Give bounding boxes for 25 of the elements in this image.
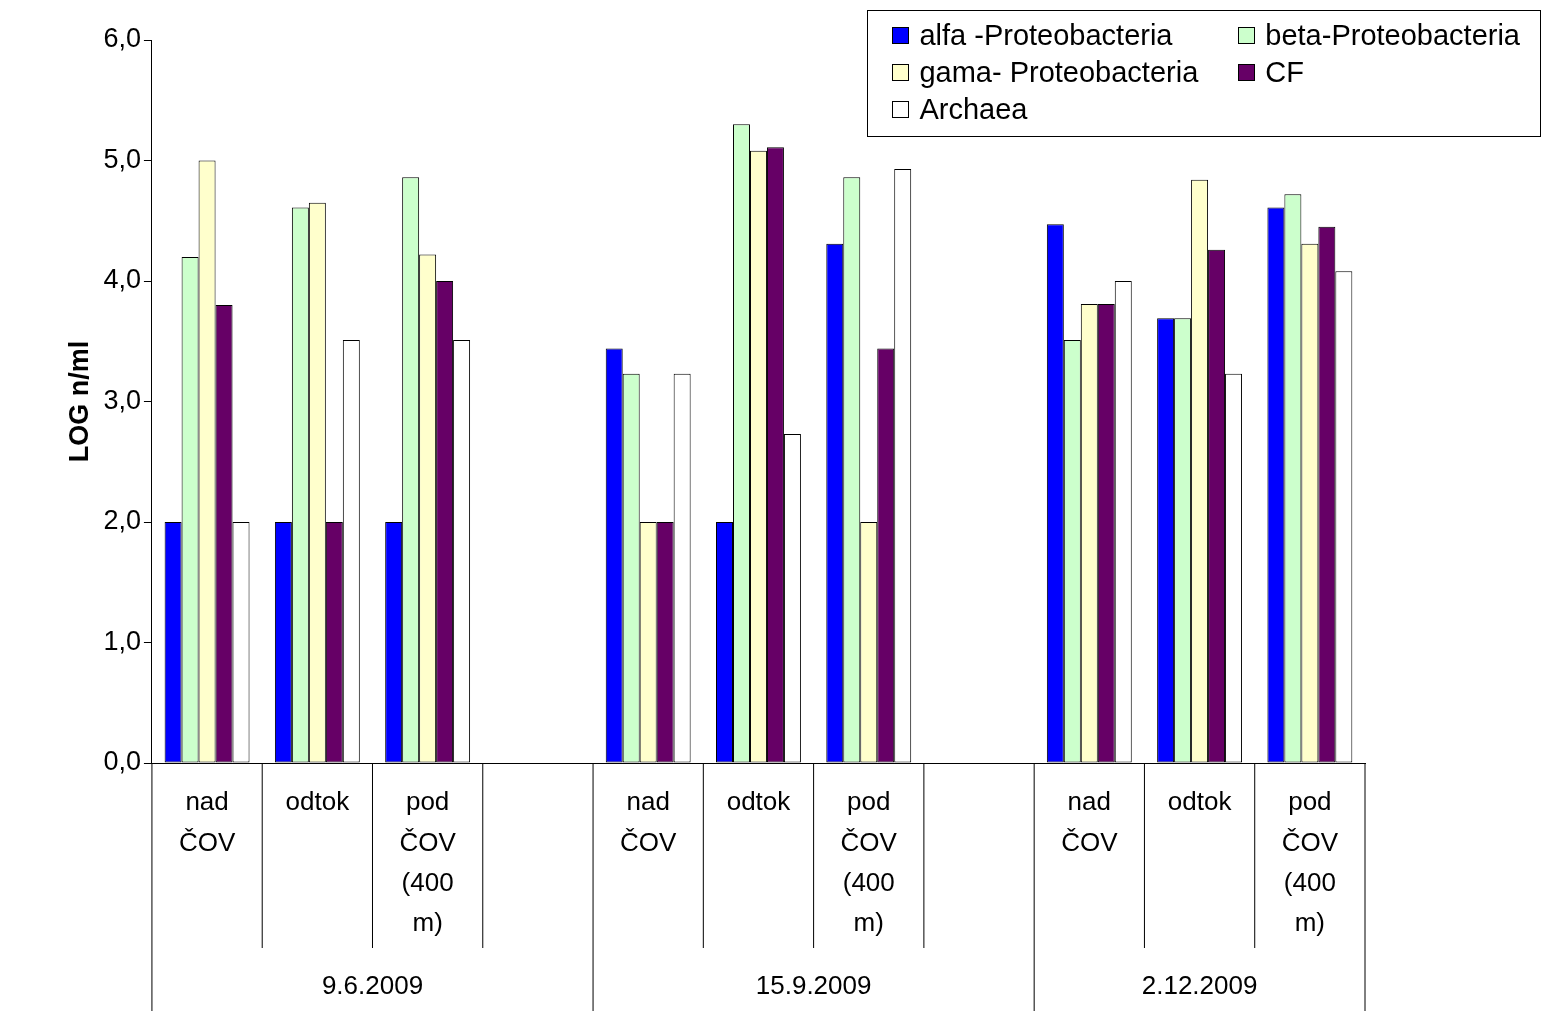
text: 15.9.2009: [755, 970, 872, 1001]
legend-label: alfa -Proteobacteria: [919, 19, 1173, 52]
y-tick-label: 2,0: [103, 505, 141, 536]
series-label: Archaea: [919, 93, 1028, 126]
x-tick-label: nad ČOV: [178, 786, 236, 857]
legend-label: beta-Proteobacteria: [1265, 19, 1520, 52]
x-tick-label: pod ČOV (400 m): [1281, 786, 1339, 938]
y-axis-title: LOG n/ml: [63, 340, 94, 463]
x-tick-label: odtok: [1167, 786, 1233, 817]
y-tick-label: 6,0: [103, 23, 141, 54]
x-tick-label: pod ČOV (400 m): [840, 786, 898, 938]
text: 9.6.2009: [321, 970, 424, 1001]
x-tick-label: odtok: [285, 786, 351, 817]
legend-label: CF: [1265, 56, 1304, 89]
y-tick-label: 3,0: [103, 384, 141, 415]
x-tick-label: pod ČOV (400 m): [399, 786, 457, 938]
legend-label: gama- Proteobacteria: [919, 56, 1199, 89]
x-tick-label: odtok: [726, 786, 792, 817]
text: 2.12.2009: [1141, 970, 1258, 1001]
y-tick-label: 4,0: [103, 264, 141, 295]
y-tick-label: 5,0: [103, 143, 141, 174]
x-tick-label: nad ČOV: [620, 786, 678, 857]
y-tick-label: 0,0: [103, 746, 141, 777]
x-tick-label: nad ČOV: [1061, 786, 1119, 857]
y-tick-label: 1,0: [103, 625, 141, 656]
